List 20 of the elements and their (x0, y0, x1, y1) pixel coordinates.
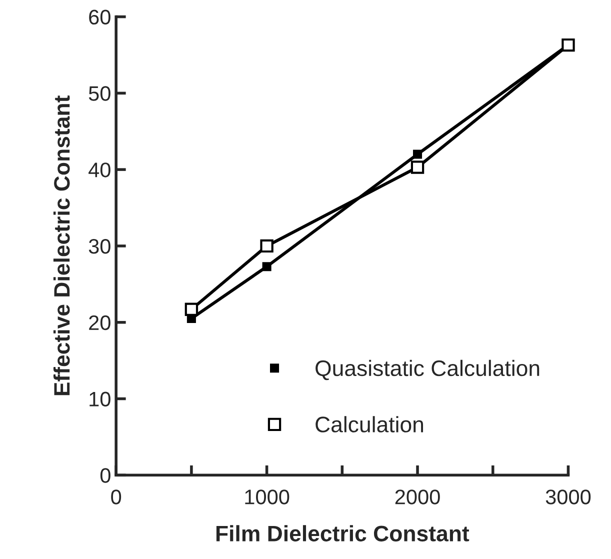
y-tick-label: 30 (88, 238, 110, 254)
point (410, 160, 424, 174)
point (260, 239, 274, 253)
x-tick-label: 2000 (395, 490, 440, 504)
y-tick-label: 0 (100, 468, 110, 483)
point (262, 262, 272, 272)
y-tick-label: 40 (88, 162, 110, 178)
y-tick-label: 60 (89, 10, 110, 25)
legend-label: Quasistatic Calculation (316, 360, 540, 380)
point (184, 302, 198, 316)
y-tick-label: 50 (88, 86, 110, 101)
legend-label: Calculation (316, 416, 424, 432)
y-axis-title: Effective Dielectric Constant (53, 96, 70, 396)
point (413, 150, 422, 159)
x-tick-label: 1000 (245, 490, 290, 504)
x-axis-title: Film Dielectric Constant (216, 525, 470, 542)
y-tick-label: 10 (90, 392, 110, 407)
y-tick-label: 20 (89, 315, 110, 330)
x-tick-label: 3000 (546, 490, 591, 504)
x-tick-label: 0 (111, 490, 122, 504)
